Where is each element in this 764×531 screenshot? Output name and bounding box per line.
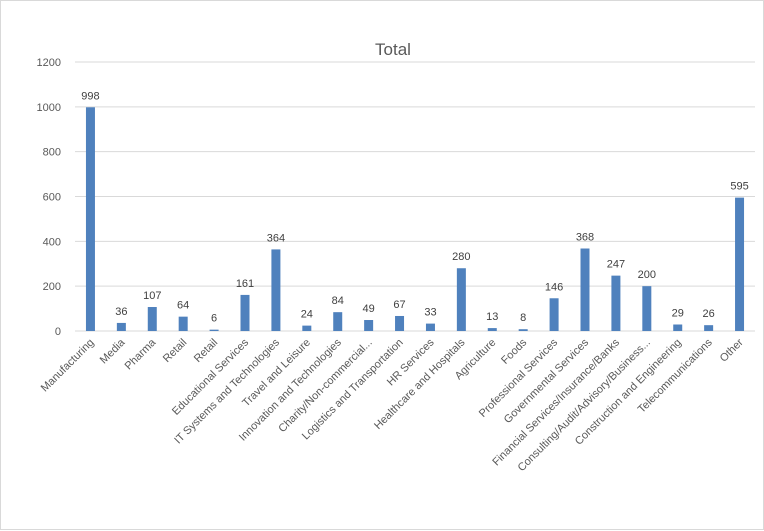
category-label: Pharma xyxy=(123,336,159,372)
data-label: 26 xyxy=(703,308,715,320)
data-label: 13 xyxy=(486,311,498,323)
data-label: 36 xyxy=(115,306,127,318)
data-label: 84 xyxy=(332,295,344,307)
data-label: 200 xyxy=(638,269,656,281)
bar xyxy=(302,325,312,331)
y-tick-label: 600 xyxy=(43,192,61,204)
data-label: 146 xyxy=(545,281,563,293)
data-label: 247 xyxy=(607,259,625,271)
category-label: Retail xyxy=(161,337,189,365)
bars xyxy=(85,107,745,331)
data-label: 280 xyxy=(452,251,470,263)
data-label: 24 xyxy=(301,309,313,321)
bar xyxy=(735,197,745,331)
y-tick-label: 0 xyxy=(55,326,61,338)
y-axis-ticks: 0 200 400 600 800 1000 1200 xyxy=(37,57,61,338)
bar xyxy=(271,249,281,331)
bar xyxy=(673,324,683,331)
data-labels: 998 36 107 64 6 161 364 24 84 49 67 33 280 13 8 146 368 2… xyxy=(81,90,748,324)
data-label: 67 xyxy=(393,299,405,311)
y-tick-label: 1000 xyxy=(37,102,61,114)
bar xyxy=(147,307,157,331)
y-tick-label: 400 xyxy=(43,236,61,248)
bar xyxy=(518,329,528,331)
bar xyxy=(178,316,188,331)
data-label: 364 xyxy=(267,232,285,244)
gridlines xyxy=(75,61,755,332)
y-tick-label: 1200 xyxy=(37,57,61,69)
y-tick-label: 800 xyxy=(43,147,61,159)
category-label: Retail xyxy=(192,337,220,365)
bar xyxy=(333,312,343,331)
data-label: 6 xyxy=(211,313,217,325)
bar xyxy=(395,315,405,331)
y-tick-label: 200 xyxy=(43,281,61,293)
data-label: 49 xyxy=(363,303,375,315)
bar xyxy=(209,329,219,331)
bar xyxy=(704,325,714,331)
category-label: Manufacturing xyxy=(39,337,97,395)
data-label: 595 xyxy=(730,181,748,193)
data-label: 29 xyxy=(672,307,684,319)
bar xyxy=(611,275,621,331)
bar xyxy=(116,322,126,331)
bar xyxy=(240,294,250,331)
data-label: 107 xyxy=(143,290,161,302)
data-label: 368 xyxy=(576,232,594,244)
data-label: 161 xyxy=(236,278,254,290)
bar xyxy=(456,268,466,331)
bar xyxy=(487,328,497,331)
data-label: 998 xyxy=(81,90,99,102)
data-label: 33 xyxy=(424,307,436,319)
bar xyxy=(425,323,435,331)
data-label: 8 xyxy=(520,312,526,324)
bar xyxy=(580,248,590,331)
bar xyxy=(549,298,559,331)
chart-title: Total xyxy=(375,40,411,59)
bar xyxy=(85,107,95,331)
category-label: Other xyxy=(718,336,746,364)
bar xyxy=(642,286,652,331)
bar xyxy=(364,320,374,331)
data-label: 64 xyxy=(177,300,189,312)
